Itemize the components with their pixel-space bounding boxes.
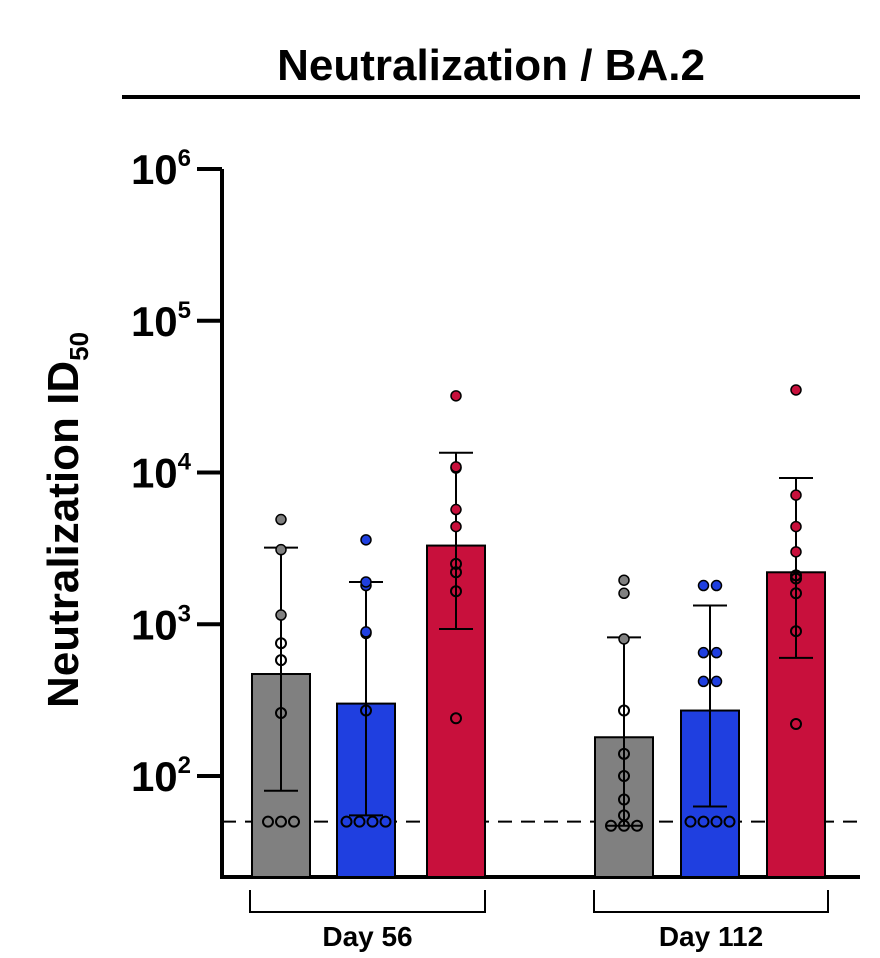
bars bbox=[251, 384, 826, 879]
data-point bbox=[710, 579, 723, 592]
data-point bbox=[684, 815, 697, 828]
group-label: Day 56 bbox=[322, 921, 412, 952]
data-point bbox=[618, 574, 630, 586]
data-point bbox=[353, 815, 366, 828]
data-point bbox=[360, 704, 372, 717]
y-tick-exponent: 5 bbox=[178, 297, 191, 324]
y-tick-label: 102 bbox=[131, 752, 191, 800]
data-point bbox=[790, 569, 802, 582]
data-point bbox=[710, 646, 723, 659]
data-point bbox=[275, 637, 287, 650]
bar-group bbox=[594, 574, 654, 878]
group-label: Day 112 bbox=[659, 921, 763, 952]
data-point bbox=[618, 809, 630, 822]
y-tick-base: 10 bbox=[131, 753, 178, 800]
data-point bbox=[790, 625, 802, 638]
bar-group bbox=[336, 534, 396, 879]
data-point bbox=[366, 815, 379, 828]
data-point bbox=[379, 815, 392, 828]
data-point bbox=[697, 675, 710, 688]
data-point bbox=[450, 520, 462, 533]
data-point bbox=[618, 633, 630, 645]
data-point bbox=[450, 503, 462, 516]
group-bracket bbox=[249, 890, 486, 913]
y-tick-exponent: 2 bbox=[178, 752, 191, 779]
data-point bbox=[275, 815, 287, 828]
data-point bbox=[790, 718, 802, 731]
data-point bbox=[631, 819, 643, 832]
data-point bbox=[450, 585, 462, 598]
y-tick-label: 106 bbox=[131, 145, 191, 193]
data-point bbox=[288, 815, 300, 828]
data-point bbox=[618, 747, 630, 760]
data-point bbox=[790, 546, 802, 558]
data-point bbox=[450, 712, 462, 725]
data-point bbox=[618, 587, 630, 600]
y-axis-label-text: Neutralization ID bbox=[39, 361, 88, 708]
y-tick-base: 10 bbox=[131, 298, 178, 345]
data-point bbox=[275, 707, 287, 720]
group-bracket bbox=[593, 890, 829, 913]
group-brackets: Day 56 Day 112 bbox=[249, 890, 829, 952]
y-tick-base: 10 bbox=[131, 601, 178, 648]
bar-group bbox=[680, 579, 740, 878]
data-point bbox=[618, 770, 630, 782]
data-point bbox=[790, 587, 802, 600]
data-point bbox=[697, 646, 710, 659]
bar-group bbox=[251, 513, 311, 878]
bar-group bbox=[426, 390, 486, 878]
data-point bbox=[360, 576, 372, 588]
data-point bbox=[275, 513, 287, 526]
data-point bbox=[697, 815, 710, 828]
data-point bbox=[450, 461, 462, 473]
data-point bbox=[790, 520, 802, 533]
data-point bbox=[275, 654, 287, 667]
data-point bbox=[262, 815, 274, 828]
y-tick-exponent: 6 bbox=[178, 145, 191, 172]
data-point bbox=[723, 815, 736, 828]
data-point bbox=[710, 675, 723, 688]
data-point bbox=[450, 557, 462, 570]
data-point bbox=[450, 566, 462, 579]
y-tick-exponent: 3 bbox=[178, 600, 191, 627]
data-point bbox=[790, 384, 802, 396]
data-point bbox=[275, 609, 287, 621]
data-point bbox=[790, 489, 802, 501]
data-point bbox=[697, 579, 710, 592]
y-tick-label: 103 bbox=[131, 600, 191, 648]
data-point bbox=[710, 815, 723, 828]
data-point bbox=[275, 543, 287, 556]
data-point bbox=[360, 626, 372, 638]
y-tick-label: 105 bbox=[131, 297, 191, 345]
data-point bbox=[618, 704, 630, 717]
y-tick-base: 10 bbox=[131, 450, 178, 497]
data-point bbox=[340, 815, 353, 828]
y-axis-label-subscript: 50 bbox=[64, 332, 94, 361]
bar-group bbox=[766, 384, 826, 878]
data-point bbox=[618, 793, 630, 806]
y-axis-label: Neutralization ID50 bbox=[39, 332, 94, 708]
data-point bbox=[450, 390, 462, 402]
y-tick-label: 104 bbox=[131, 449, 192, 497]
y-tick-base: 10 bbox=[131, 146, 178, 193]
y-tick-exponent: 4 bbox=[178, 449, 192, 476]
data-point bbox=[360, 534, 372, 546]
data-point bbox=[605, 819, 617, 832]
chart-title: Neutralization / BA.2 bbox=[277, 41, 705, 90]
